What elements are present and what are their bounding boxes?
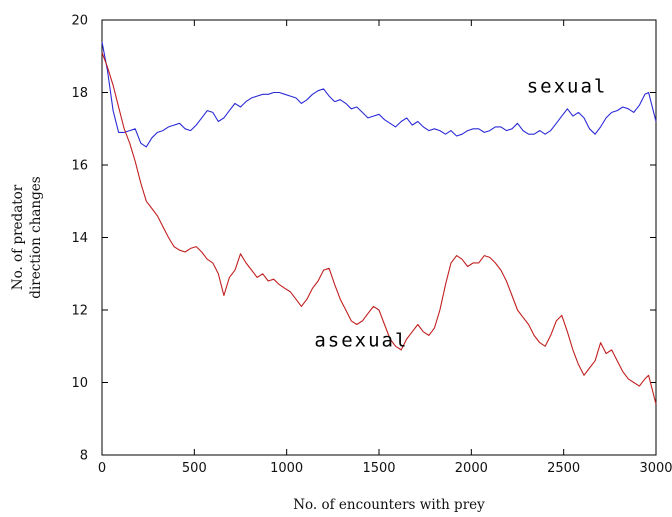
y-tick-label: 18	[71, 86, 88, 101]
y-tick-label: 16	[71, 159, 88, 174]
series-line-asexual	[101, 52, 657, 405]
y-tick-label: 20	[71, 14, 88, 29]
y-axis-title-line1: No. of predator	[10, 184, 26, 290]
x-tick-label: 2000	[455, 461, 488, 476]
y-axis-title-line2: direction changes	[28, 176, 44, 298]
y-tick-label: 12	[71, 304, 88, 319]
y-tick-label: 8	[80, 449, 88, 464]
series-layer	[101, 41, 657, 405]
y-tick-label: 10	[71, 376, 88, 391]
x-tick-label: 3000	[639, 461, 672, 476]
x-tick-label: 1000	[270, 461, 303, 476]
series-annotation-sexual: sexual	[527, 76, 608, 98]
x-tick-label: 1500	[362, 461, 395, 476]
series-annotation-asexual: asexual	[314, 329, 408, 351]
x-axis-title: No. of encounters with prey	[293, 497, 485, 513]
x-tick-label: 0	[98, 461, 106, 476]
x-tick-label: 2500	[547, 461, 580, 476]
labels-layer: No. of encounters with prey No. of predat…	[10, 76, 608, 514]
y-tick-label: 14	[71, 231, 88, 246]
x-tick-label: 500	[182, 461, 207, 476]
ticks-layer: 0 500 1000 1500 2000 2500 3000 8 10 12 14 16 18 20	[71, 14, 672, 477]
series-line-sexual	[101, 41, 657, 148]
